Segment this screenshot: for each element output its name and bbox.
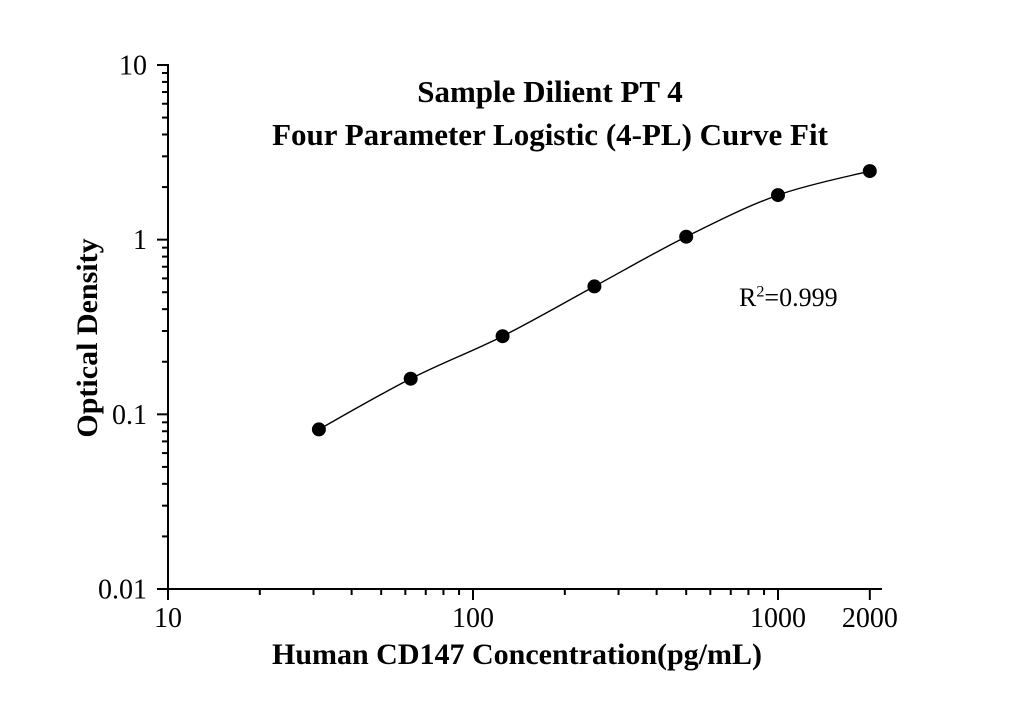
y-tick-label: 0.1	[112, 400, 147, 431]
data-point-marker	[587, 279, 602, 294]
r-squared-base: R	[739, 283, 757, 312]
data-point-marker	[679, 229, 694, 244]
chart-title-line-2: Four Parameter Logistic (4-PL) Curve Fit	[272, 117, 828, 152]
r-squared-annotation: R2=0.999	[739, 283, 838, 313]
y-tick-label: 10	[119, 50, 147, 81]
data-point-marker	[862, 164, 877, 179]
data-point-marker	[311, 422, 326, 437]
x-tick-label: 100	[452, 603, 494, 634]
x-tick-label: 2000	[842, 603, 898, 634]
data-point-marker	[771, 188, 785, 203]
x-tick-label: 10	[154, 603, 182, 634]
data-point-marker	[403, 371, 418, 386]
x-axis-title: Human CD147 Concentration(pg/mL)	[271, 638, 763, 671]
y-axis-title: Optical Density	[71, 238, 104, 438]
r-squared-value: =0.999	[764, 283, 838, 312]
r-squared-sup: 2	[756, 283, 765, 301]
chart-title: Sample Dilient PT 4 Four Parameter Logis…	[272, 70, 828, 156]
x-tick-label: 1000	[750, 603, 806, 634]
y-tick-label: 1	[133, 225, 147, 256]
data-point-marker	[495, 329, 510, 344]
y-tick-label: 0.01	[98, 575, 147, 606]
chart-title-line-1: Sample Dilient PT 4	[417, 74, 683, 109]
